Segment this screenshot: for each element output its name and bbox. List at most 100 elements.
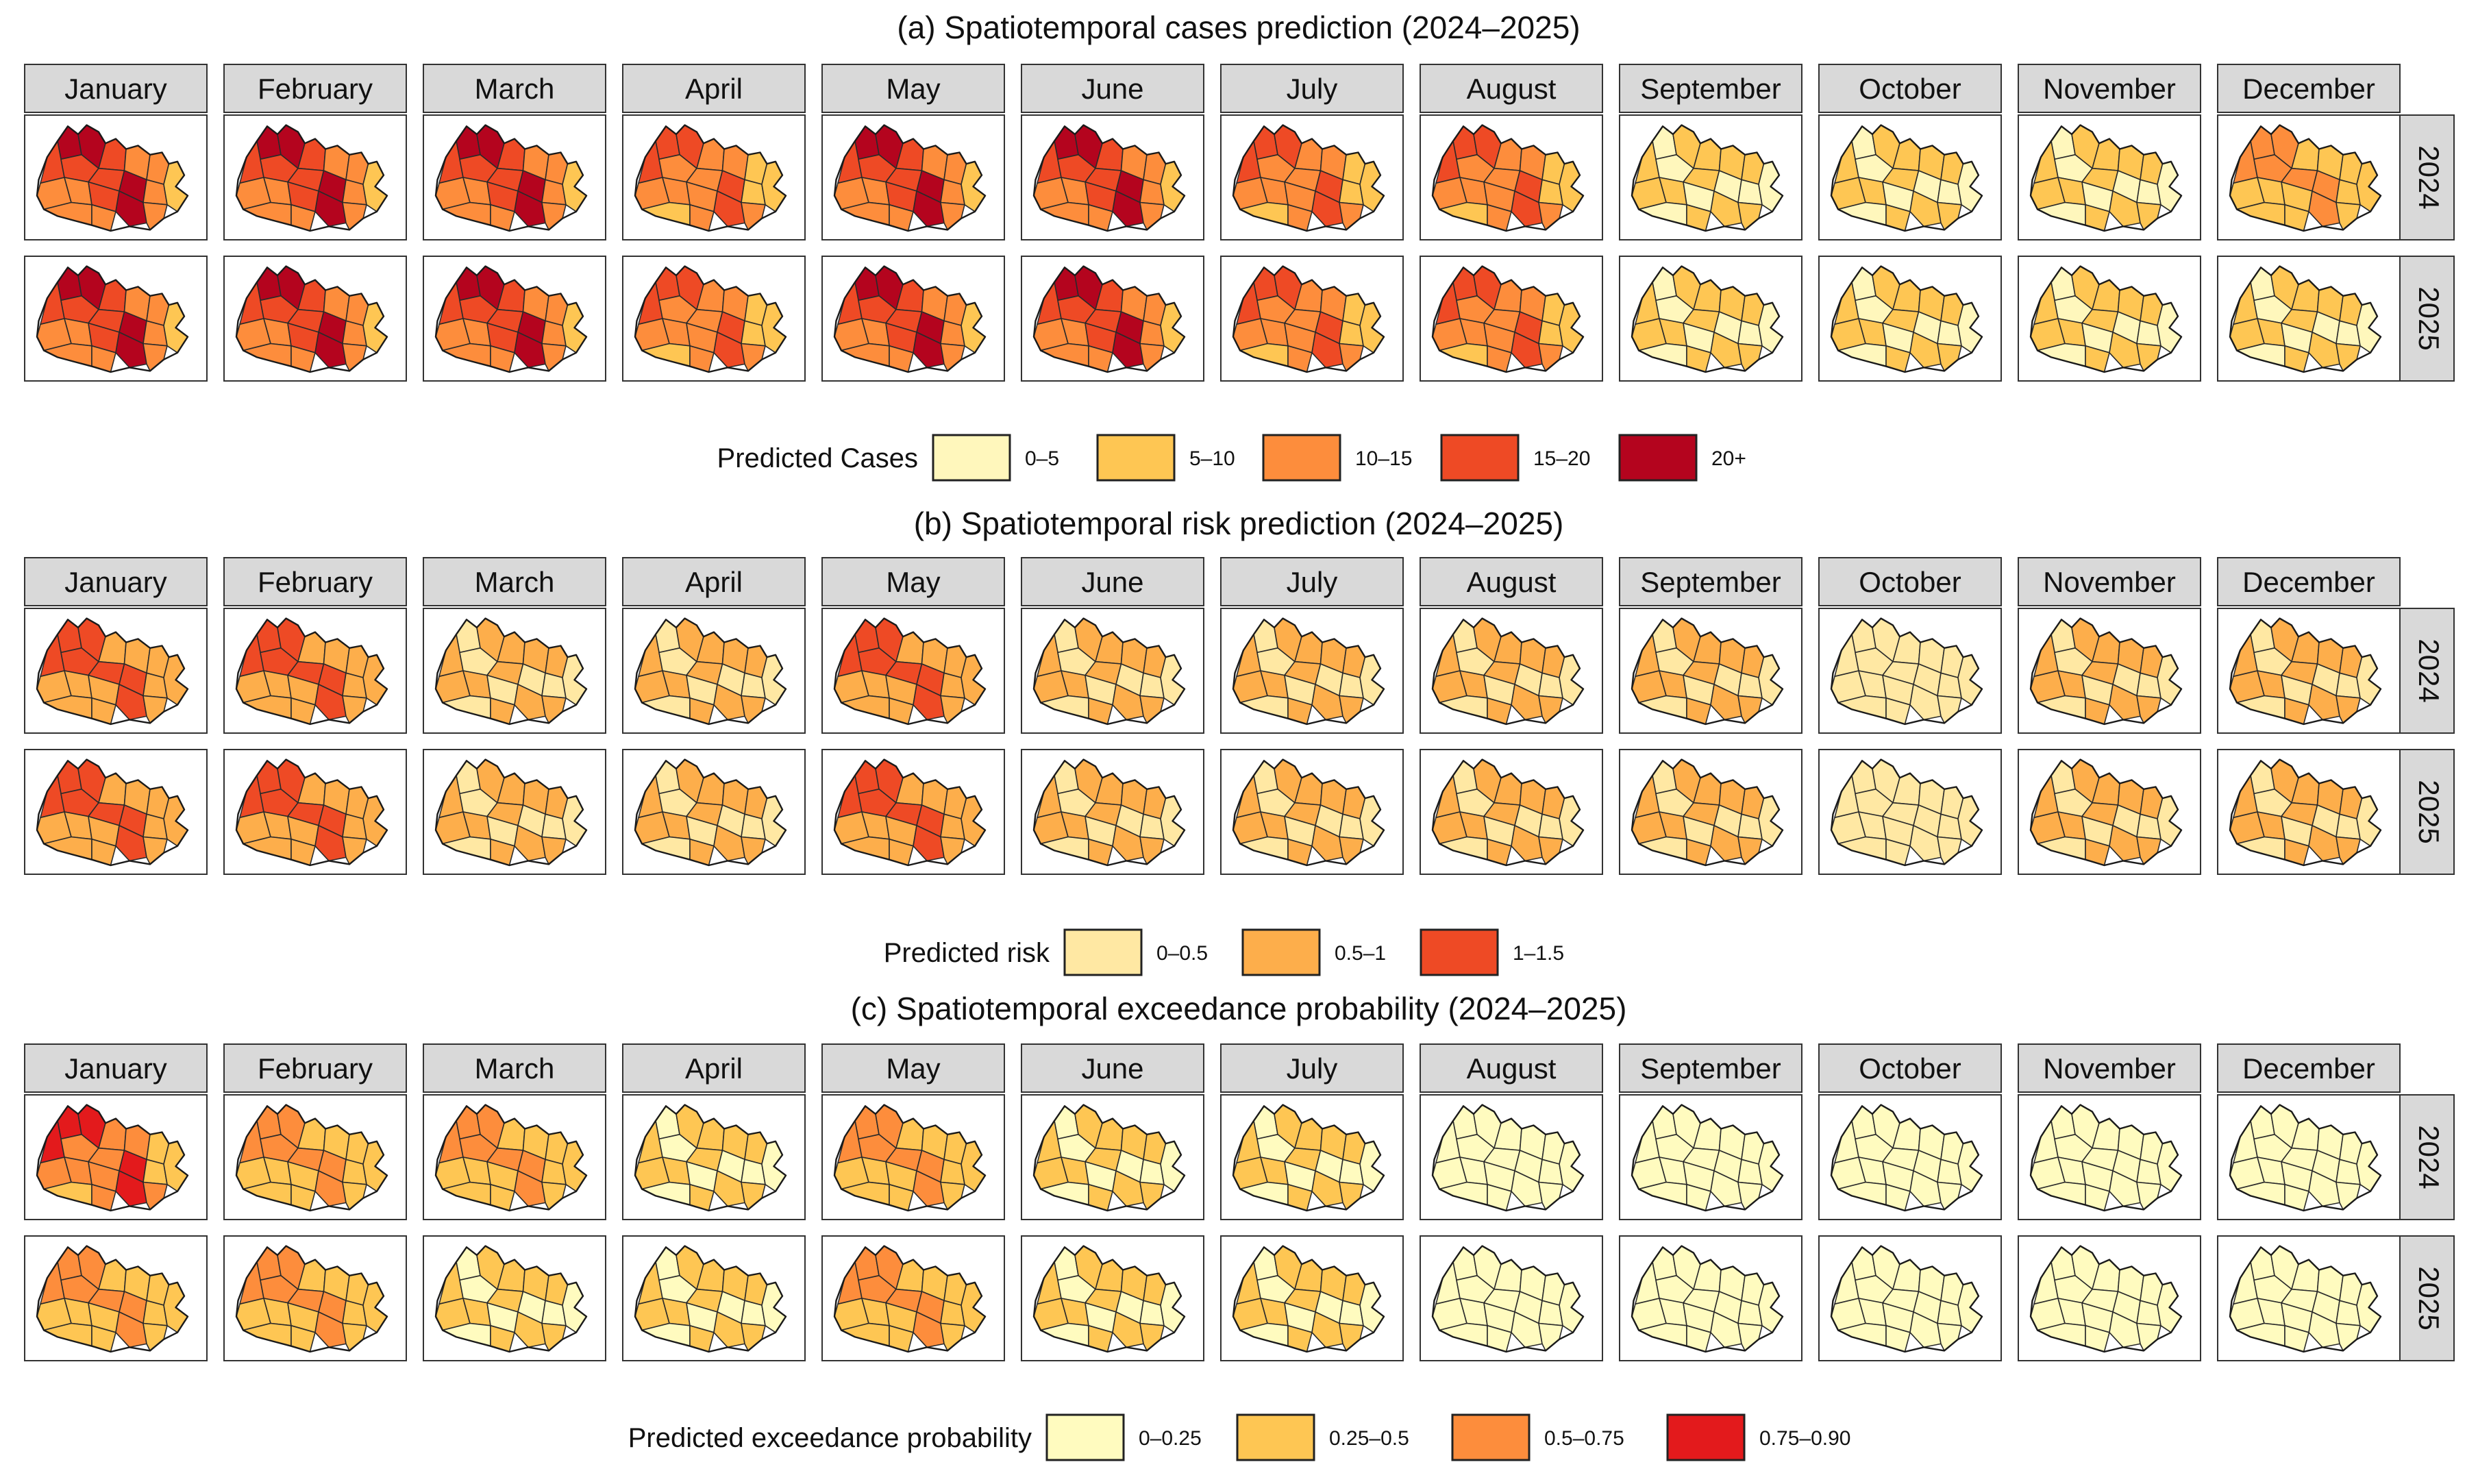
district-region [1909,1170,1942,1207]
map-outline [2029,124,2183,232]
map-facet [821,1094,1005,1220]
map-facet [622,1094,806,1220]
map-outline [2229,617,2382,726]
year-label: 2024 [2413,145,2445,209]
month-strip [1021,557,1204,606]
district-region [913,1170,945,1207]
district-region [913,190,945,227]
map-facet [622,608,806,734]
district-region [314,190,347,227]
month-label: January [64,566,166,598]
map-outline [1431,1245,1585,1353]
map-facet [1220,749,1404,875]
legend-label: 0–0.5 [1156,942,1208,965]
month-label: June [1081,566,1143,598]
district-region [2109,825,2141,862]
month-strip [2018,64,2201,113]
panel-c-title: (c) Spatiotemporal exceedance probabilit… [851,991,1627,1026]
map-outline [1830,1104,1983,1212]
map-outline [434,758,588,867]
district-region [1311,684,1343,721]
map-outline [36,124,189,232]
panel-c: (c) Spatiotemporal exceedance probabilit… [24,991,2455,1461]
map-outline [1431,758,1585,867]
legend-swatch [1440,434,1520,482]
map-outline [2029,1245,2183,1353]
month-label: May [886,73,940,105]
month-label: November [2043,73,2176,105]
district-region [115,190,147,227]
legend-swatch [1262,434,1341,482]
map-outline [634,758,787,867]
month-strip [1619,64,1802,113]
map-outline [1232,758,1385,867]
map-facet [1818,749,2002,875]
legend-swatch [1666,1413,1746,1461]
map-outline [1032,1245,1186,1353]
month-strip [821,557,1005,606]
district-region [514,825,546,862]
month-strip [821,1043,1005,1093]
month-label: April [685,566,743,598]
district-region [1710,1170,1742,1207]
district-region [1710,190,1742,227]
district-region [713,1170,745,1207]
district-region [1511,1170,1543,1207]
map-facet [1021,608,1204,734]
year-strip [2399,114,2455,240]
month-label: June [1081,1052,1143,1085]
map-outline [1032,265,1186,373]
map-facet [2018,256,2201,382]
map-facet [2217,114,2401,240]
map-outline [2029,758,2183,867]
month-strip [1818,1043,2002,1093]
month-strip [1021,64,1204,113]
map-facet [2217,1094,2401,1220]
month-label: December [2242,566,2375,598]
map-outline [36,1104,189,1212]
district-region [1511,825,1543,862]
year-strip [2399,1094,2455,1220]
district-region [1511,684,1543,721]
panel-a-legend: Predicted Cases 0–5 5–10 10–15 15–20 20+ [717,434,1746,482]
month-strip [24,64,208,113]
month-strip [223,557,407,606]
map-outline [1631,1245,1784,1353]
month-strip [223,64,407,113]
month-strip [1420,64,1603,113]
district-region [1112,1170,1144,1207]
month-label: January [64,1052,166,1085]
legend-swatch [1236,1413,1315,1461]
legend-swatch [1241,928,1321,976]
district-region [1311,332,1343,369]
month-label: July [1287,73,1338,105]
map-outline [2229,265,2382,373]
map-outline [833,1245,987,1353]
district-region [1710,332,1742,369]
district-region [314,825,347,862]
map-facet [1220,1235,1404,1361]
month-label: April [685,73,743,105]
panel-a-facet-grid: January February March April May June July Augu… [24,64,2455,382]
district-region [514,190,546,227]
month-strip [24,1043,208,1093]
map-facet [2018,114,2201,240]
district-region [1511,332,1543,369]
map-outline [1631,617,1784,726]
legend-swatch [1096,434,1176,482]
map-facet [1420,1235,1603,1361]
month-label: September [1640,566,1781,598]
legend-label: 1–1.5 [1513,942,1564,965]
map-facet [1420,256,1603,382]
map-facet [423,749,606,875]
map-facet [223,608,407,734]
year-label: 2025 [2413,1266,2445,1330]
map-facet [1818,114,2002,240]
month-strip [2217,557,2401,606]
month-strip [821,64,1005,113]
map-outline [36,1245,189,1353]
map-facet [2217,608,2401,734]
legend-label: 0.5–0.75 [1544,1427,1624,1450]
map-outline [235,1104,388,1212]
map-facet [223,256,407,382]
